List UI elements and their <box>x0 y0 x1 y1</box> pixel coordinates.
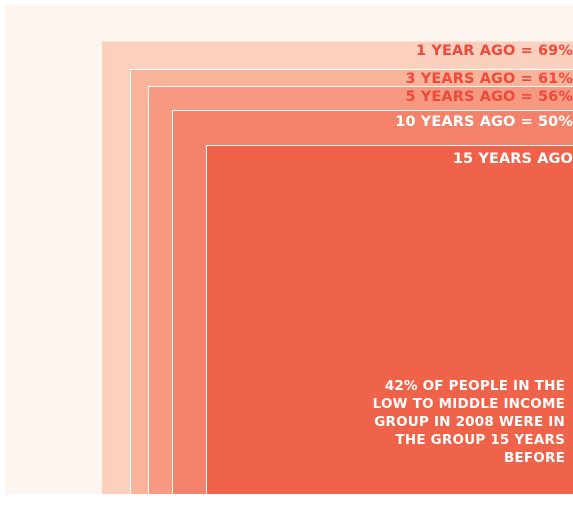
label-3-years: 3 YEARS AGO = 61% <box>405 71 573 87</box>
band-15-years <box>206 145 573 494</box>
label-1-year: 1 YEAR AGO = 69% <box>416 43 573 59</box>
label-5-years: 5 YEARS AGO = 56% <box>405 89 573 105</box>
label-10-years: 10 YEARS AGO = 50% <box>395 114 573 130</box>
summary-note: 42% OF PEOPLE IN THE LOW TO MIDDLE INCOM… <box>372 378 565 466</box>
label-15-years: 15 YEARS AGO <box>452 151 573 167</box>
infographic-canvas: 1 YEAR AGO = 69% 3 YEARS AGO = 61% 5 YEA… <box>5 5 573 494</box>
